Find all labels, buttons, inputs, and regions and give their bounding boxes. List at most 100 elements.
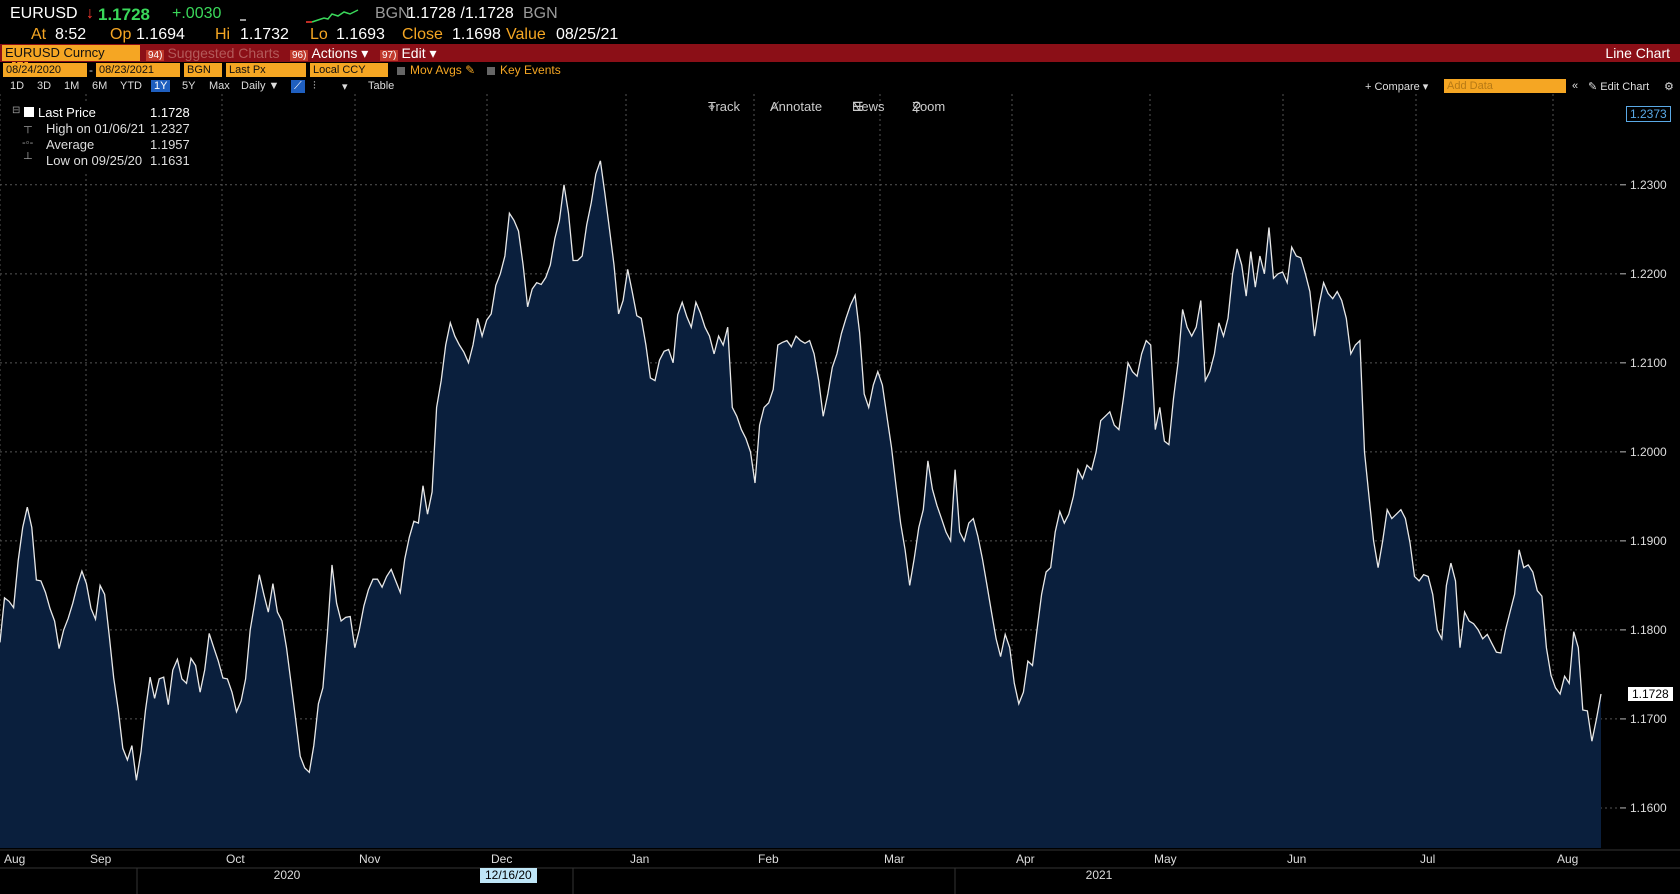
last-price: 1.1728 (98, 5, 150, 24)
period-select[interactable]: Daily ▼ (241, 80, 280, 92)
range-5y[interactable]: 5Y (182, 80, 196, 92)
edit-chart-label: Edit Chart (1600, 81, 1650, 93)
legend-average: -◦- Average 1.1957 (10, 137, 195, 153)
legend-last[interactable]: ⊟ Last Price 1.1728 (10, 105, 195, 121)
x-tick-label: Jun (1287, 852, 1306, 866)
chart-type-label: Line Chart (1605, 45, 1670, 61)
mov-avgs-label: Mov Avgs (410, 63, 462, 77)
ticker-label[interactable]: EURUSD (10, 5, 78, 22)
range-ytd[interactable]: YTD (120, 80, 142, 92)
quote-detail-row: ⋂ At 8:52 Op 1.1694 Hi 1.1732 Lo 1.1693 … (0, 24, 1680, 66)
close-value: 1.1698 (452, 26, 501, 43)
annotate-label: Annotate (770, 99, 823, 114)
edit-chart-button[interactable]: ✎ Edit Chart (1588, 80, 1649, 93)
function-toolbar: EURUSD Curncy 94) Suggested Charts 96) Act… (0, 44, 1680, 62)
y-tick-label: 1.2200 (1630, 267, 1667, 281)
mov-avgs-checkbox[interactable] (397, 66, 405, 75)
legend-low-value: 1.1631 (150, 153, 190, 168)
crosshair-icon: ⌖ (708, 99, 716, 114)
value-date: 08/25/21 (556, 26, 619, 43)
add-data-input[interactable]: Add Data (1444, 79, 1566, 93)
currency-field[interactable]: Local CCY (310, 63, 388, 77)
security-field[interactable]: EURUSD Curncy (2, 45, 140, 61)
range-1m[interactable]: 1M (64, 80, 80, 92)
line-chart-icon[interactable]: ⟋ (291, 80, 305, 93)
collapse-icon[interactable]: « (1572, 80, 1579, 92)
x-tick-label: Oct (226, 852, 245, 866)
start-date-field[interactable]: 08/24/2020 (3, 63, 87, 77)
quote-header: EURUSD ↓ 1.1728 +.0030 BGN 1.1728 /1.172… (0, 0, 1680, 24)
down-arrow-icon: ↓ (86, 5, 94, 22)
edit-button[interactable]: 97) Edit ▾ (380, 45, 437, 61)
key-events-checkbox[interactable] (487, 66, 495, 75)
compare-button[interactable]: + Compare ▾ (1365, 81, 1429, 93)
current-price-label: 1.1728 (1628, 686, 1673, 701)
actions-button[interactable]: 96) Actions ▾ (290, 45, 368, 61)
bar-chart-icon[interactable]: ⫶ (313, 80, 316, 92)
key-events-label: Key Events (500, 63, 561, 77)
year-label: 2021 (1086, 868, 1113, 882)
actions-num: 96) (290, 50, 309, 61)
x-tick-label: Jan (630, 852, 649, 866)
high-label: Hi (215, 26, 231, 43)
suggested-num: 94) (146, 50, 165, 61)
table-button[interactable]: Table (368, 80, 395, 92)
range-6m[interactable]: 6M (92, 80, 108, 92)
y-tick-label: 1.1900 (1630, 534, 1667, 548)
legend-high-label: High on 01/06/21 (46, 121, 146, 136)
cursor-date-label: 12/16/20 (480, 868, 537, 883)
at-label: At (31, 26, 47, 43)
pencil-icon: ⟋ (770, 99, 780, 114)
x-tick-label: May (1154, 852, 1177, 866)
quote-time: 8:52 (55, 26, 87, 43)
legend-low: ┴ Low on 09/25/20 1.1631 (10, 153, 195, 169)
x-tick-label: Jul (1420, 852, 1435, 866)
legend-high-value: 1.2327 (150, 121, 190, 136)
legend-last-label: Last Price (38, 105, 96, 120)
open-label: Op (110, 26, 132, 43)
x-tick-label: Apr (1016, 852, 1035, 866)
close-label: Close (402, 26, 443, 43)
x-tick-label: Nov (359, 852, 380, 866)
suggested-charts-button[interactable]: 94) Suggested Charts (146, 45, 280, 61)
year-label: 2020 (274, 868, 301, 882)
x-axis: Aug Sep Oct Nov Dec Jan Feb Mar Apr May Jun Jul Aug 2… (0, 849, 1680, 894)
date-dash: - (89, 63, 93, 77)
bid-ask: 1.1728 /1.1728 (407, 5, 514, 22)
range-3d[interactable]: 3D (37, 80, 52, 92)
source-label-2: BGN (523, 5, 558, 22)
y-tick-label: 1.1600 (1630, 801, 1667, 815)
y-axis: 1.1600 1.1700 1.1800 1.1900 1.2000 1.2100 1.22… (1620, 178, 1667, 815)
chevron-down-icon[interactable]: ▾ (342, 81, 348, 93)
low-label: Lo (310, 26, 328, 43)
mov-avgs-toggle[interactable]: Mov Avgs ✎ (397, 63, 475, 77)
low-value: 1.1693 (336, 26, 385, 43)
range-1d[interactable]: 1D (10, 80, 25, 92)
news-label: News (852, 99, 885, 114)
chart-legend: ⊟ Last Price 1.1728 ┬ High on 01/06/21 1… (10, 103, 195, 171)
y-tick-label: 1.1700 (1630, 712, 1667, 726)
legend-low-label: Low on 09/25/20 (46, 153, 143, 168)
legend-avg-value: 1.1957 (150, 137, 190, 152)
y-tick-label: 1.2000 (1630, 445, 1667, 459)
source-field[interactable]: BGN (184, 63, 222, 77)
x-tick-label: Feb (758, 852, 779, 866)
high-value: 1.1732 (240, 26, 289, 43)
end-date-field[interactable]: 08/23/2021 (96, 63, 180, 77)
collapse-box-icon[interactable]: ⊟ (12, 105, 21, 116)
key-events-toggle[interactable]: Key Events (487, 63, 561, 77)
x-tick-label: Dec (491, 852, 512, 866)
pencil-icon[interactable]: ✎ (465, 63, 476, 77)
range-max[interactable]: Max (209, 80, 230, 92)
value-label: Value (506, 26, 546, 43)
top-price-label: 1.2373 (1626, 106, 1671, 122)
x-tick-label: Aug (4, 852, 25, 866)
range-1y[interactable]: 1Y (151, 80, 171, 92)
price-chart[interactable]: 1.1600 1.1700 1.1800 1.1900 1.2000 1.2100 1.22… (0, 94, 1680, 894)
price-field[interactable]: Last Px (226, 63, 306, 77)
sparkline-icon (240, 9, 359, 23)
y-tick-label: 1.1800 (1630, 623, 1667, 637)
price-area (0, 160, 1601, 849)
gear-icon[interactable]: ⚙ (1664, 81, 1674, 93)
low-marker-icon: ┴ (24, 153, 32, 165)
